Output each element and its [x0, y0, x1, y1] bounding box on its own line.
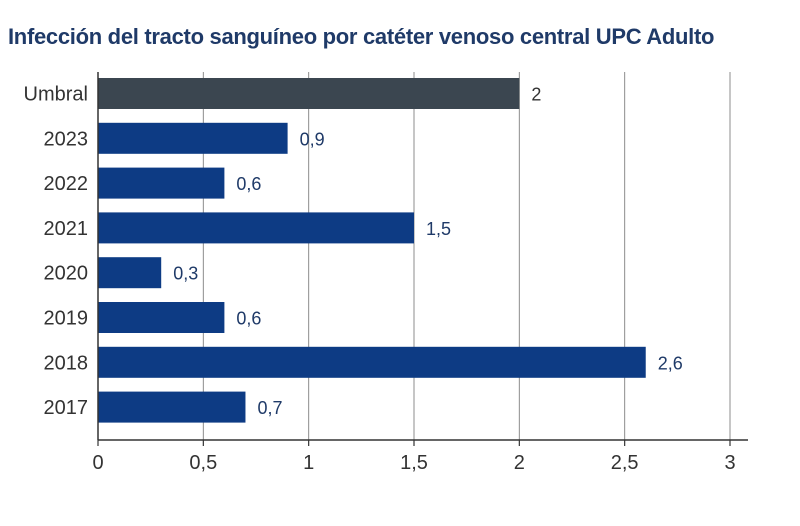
chart-title: Infección del tracto sanguíneo por catét…	[8, 24, 715, 49]
x-tick-label: 2	[514, 452, 525, 474]
category-label: 2021	[44, 218, 89, 240]
data-label: 0,6	[236, 174, 261, 194]
category-label: 2022	[44, 173, 89, 195]
bar-2017	[98, 391, 246, 423]
x-tick-label: 1,5	[400, 452, 428, 474]
bar-2021	[98, 212, 414, 244]
data-label: 0,7	[257, 398, 282, 418]
data-label: 0,6	[236, 309, 261, 329]
x-tick-label: 0,5	[189, 452, 217, 474]
category-label: 2023	[44, 128, 89, 150]
axes	[97, 72, 748, 446]
data-label: 0,3	[173, 264, 198, 284]
bar-2019	[98, 302, 225, 333]
bar-2018	[98, 346, 646, 378]
category-label: 2020	[44, 263, 89, 285]
data-label: 2,6	[658, 353, 683, 373]
category-label: 2018	[44, 352, 89, 374]
x-tick-label: 2,5	[611, 452, 639, 474]
x-tick-label: 0	[92, 452, 103, 474]
bars	[98, 78, 646, 423]
category-label: 2017	[44, 397, 89, 419]
x-tick-label: 1	[303, 452, 314, 474]
bar-2020	[98, 257, 162, 289]
data-label: 1,5	[426, 219, 451, 239]
category-label: 2019	[44, 308, 89, 330]
category-label: Umbral	[24, 84, 88, 106]
bar-2022	[98, 167, 225, 199]
x-tick-label: 3	[724, 452, 735, 474]
bar-umbral	[98, 78, 520, 109]
labels: 0 0,5 1 1,5 2 2,5 3 Umbral 2 2023 0,9 2022 0,6 2021 1,…	[24, 84, 736, 475]
bar-2023	[98, 122, 288, 154]
data-label: 0,9	[300, 129, 325, 149]
data-label: 2	[531, 85, 541, 105]
